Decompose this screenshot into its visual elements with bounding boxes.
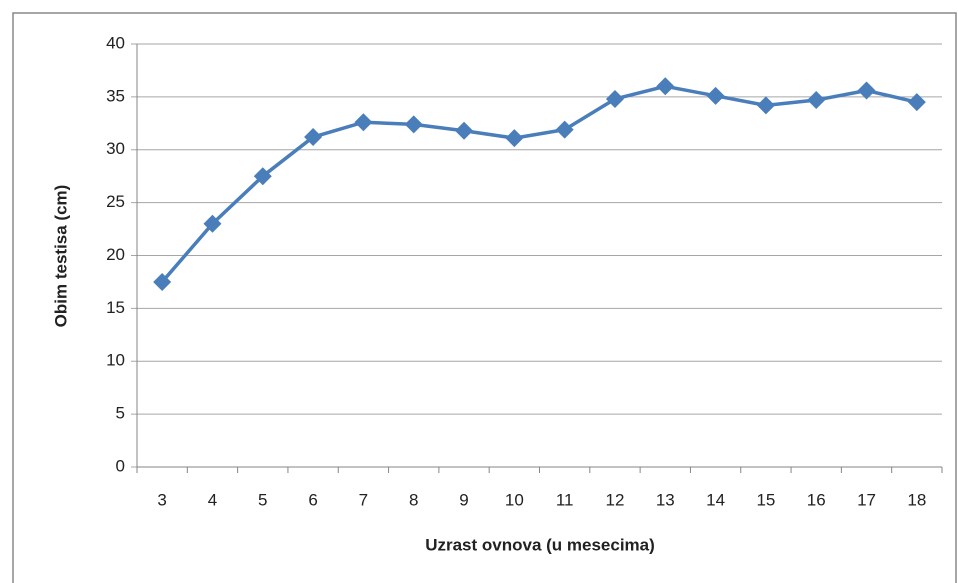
y-tick-label: 5 bbox=[116, 404, 125, 423]
x-tick-label: 10 bbox=[505, 490, 524, 509]
x-tick-label: 13 bbox=[656, 490, 675, 509]
x-tick-label: 7 bbox=[359, 490, 368, 509]
x-tick-label: 5 bbox=[258, 490, 267, 509]
data-point bbox=[505, 129, 524, 148]
x-tick-label: 11 bbox=[556, 490, 574, 509]
y-tick-label: 15 bbox=[106, 298, 125, 317]
data-point bbox=[605, 89, 624, 108]
data-point bbox=[203, 214, 222, 233]
x-tick-label: 14 bbox=[706, 490, 725, 509]
data-point bbox=[404, 115, 423, 134]
data-point bbox=[656, 77, 675, 96]
x-tick-label: 18 bbox=[907, 490, 926, 509]
x-tick-label: 15 bbox=[756, 490, 775, 509]
x-axis-title: Uzrast ovnova (u mesecima) bbox=[425, 535, 655, 554]
x-tick-label: 6 bbox=[308, 490, 317, 509]
y-tick-label: 20 bbox=[106, 245, 125, 264]
y-tick-label: 40 bbox=[106, 33, 125, 52]
x-tick-label: 12 bbox=[606, 490, 625, 509]
data-point bbox=[706, 86, 725, 105]
data-point bbox=[807, 91, 826, 110]
data-point bbox=[253, 167, 272, 186]
x-tick-label: 16 bbox=[807, 490, 826, 509]
chart-frame bbox=[12, 12, 957, 583]
data-point bbox=[555, 120, 574, 139]
x-tick-label: 9 bbox=[459, 490, 468, 509]
data-point bbox=[455, 121, 474, 140]
data-point bbox=[304, 128, 323, 147]
y-tick-label: 25 bbox=[106, 192, 125, 211]
y-tick-label: 0 bbox=[116, 456, 125, 475]
y-tick-label: 10 bbox=[106, 351, 125, 370]
data-point bbox=[857, 81, 876, 100]
y-tick-label: 35 bbox=[106, 86, 125, 105]
data-point bbox=[354, 113, 373, 132]
series-line bbox=[160, 84, 918, 284]
x-tick-label: 4 bbox=[208, 490, 217, 509]
data-point bbox=[756, 96, 775, 115]
data-point bbox=[907, 93, 926, 112]
data-point bbox=[153, 272, 172, 291]
x-tick-label: 8 bbox=[409, 490, 418, 509]
x-tick-label: 3 bbox=[157, 490, 166, 509]
y-axis-title: Obim testisa (cm) bbox=[51, 185, 70, 328]
y-tick-label: 30 bbox=[106, 139, 125, 158]
x-tick-label: 17 bbox=[857, 490, 876, 509]
